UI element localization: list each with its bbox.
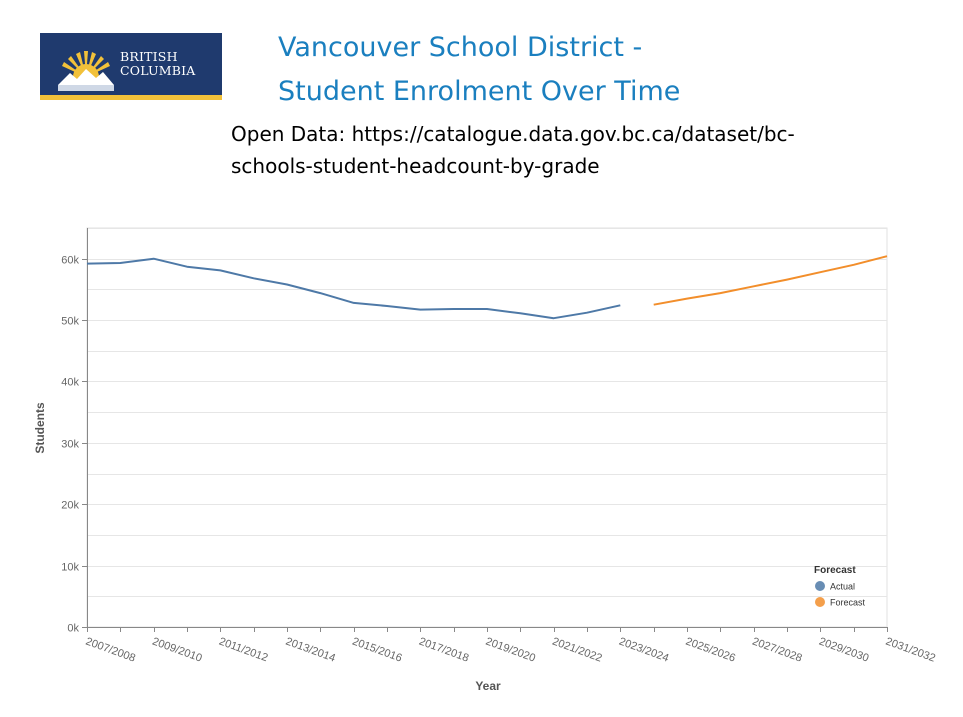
legend: Forecast Actual Forecast (814, 565, 866, 608)
x-tick-label: 2013/2014 (284, 636, 337, 665)
x-tick-label: 2009/2010 (151, 636, 204, 665)
bc-logo: BRITISH COLUMBIA (40, 33, 222, 108)
y-tick-label: 0k (67, 623, 79, 635)
x-tick-label: 2015/2016 (351, 636, 404, 665)
y-tick-label: 30k (61, 439, 79, 451)
x-tick-label: 2029/2030 (817, 636, 870, 665)
x-tick-label: 2019/2020 (484, 636, 537, 665)
x-tick-label: 2025/2026 (684, 636, 737, 665)
x-axis-title: Year (475, 679, 501, 693)
source-line-1: Open Data: https://catalogue.data.gov.bc… (231, 122, 795, 146)
x-tick-label: 2021/2022 (551, 636, 604, 665)
title-line-2: Student Enrolment Over Time (278, 76, 681, 107)
sunrise-mountains-icon (58, 51, 114, 91)
x-tick-label: 2023/2024 (617, 636, 670, 665)
data-source: Open Data: https://catalogue.data.gov.bc… (231, 118, 891, 182)
logo-wordmark: BRITISH COLUMBIA (120, 50, 196, 78)
y-axis-title: Students (33, 402, 47, 454)
y-tick-label: 60k (61, 255, 79, 267)
series-lines (86, 255, 888, 320)
logo-white-stripe (40, 100, 222, 108)
logo-gold-stripe (40, 95, 222, 100)
axes: 0k 10k 20k 30k 40k 50k 60k 2007/2008 2009/2010 20… (61, 228, 937, 665)
plot-frame (86, 227, 888, 628)
logo-line-1: BRITISH (120, 49, 178, 64)
y-tick-label: 10k (61, 562, 79, 574)
y-tick-label: 50k (61, 316, 79, 328)
x-tick-label: 2011/2012 (217, 636, 269, 665)
x-tick-label: 2007/2008 (84, 636, 137, 665)
grid-lines (86, 227, 888, 628)
source-line-2: schools-student-headcount-by-grade (231, 154, 600, 178)
x-tick-label: 2031/2032 (884, 636, 937, 665)
legend-title: Forecast (814, 565, 856, 576)
y-tick-label: 20k (61, 500, 79, 512)
legend-label: Forecast (830, 598, 866, 608)
page-title: Vancouver School District - Student Enro… (278, 26, 680, 114)
x-tick-label: 2027/2028 (751, 636, 804, 665)
logo-line-2: COLUMBIA (120, 63, 196, 78)
title-line-1: Vancouver School District - (278, 32, 643, 63)
x-tick-label: 2017/2018 (417, 636, 470, 665)
legend-swatch (815, 597, 825, 607)
series-line-forecast (653, 255, 888, 306)
series-line-actual (86, 257, 621, 320)
legend-label: Actual (830, 582, 855, 592)
legend-swatch (815, 581, 825, 591)
y-tick-label: 40k (61, 377, 79, 389)
